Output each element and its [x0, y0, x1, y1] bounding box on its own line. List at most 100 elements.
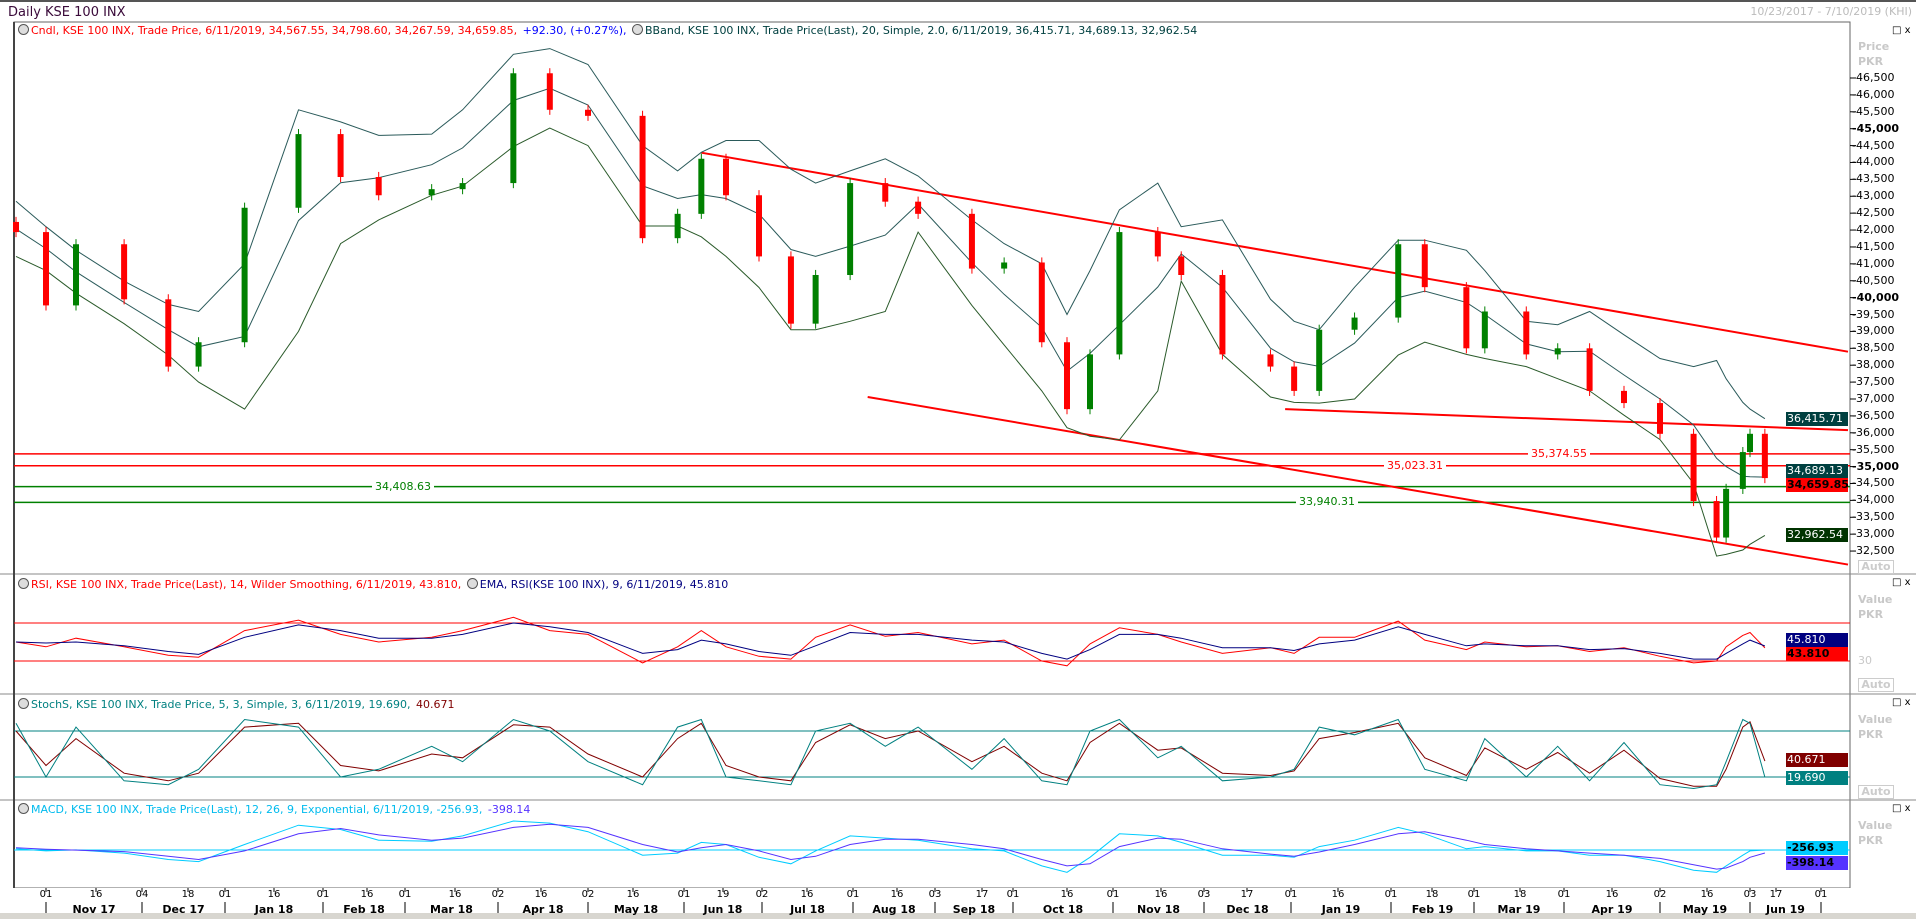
- close-icon[interactable]: x: [1904, 697, 1911, 708]
- rsi-axis-unit: PKR: [1858, 608, 1884, 621]
- y-tick-label: -35,000: [1852, 459, 1900, 473]
- pane-window-controls[interactable]: □ x: [1892, 803, 1911, 815]
- candle-body: [1267, 354, 1274, 367]
- candle-body: [1351, 317, 1358, 330]
- candle-body: [241, 207, 248, 343]
- close-icon[interactable]: x: [1904, 803, 1911, 814]
- y-tick-label: -35,500: [1852, 442, 1895, 456]
- clock-icon[interactable]: [466, 578, 478, 589]
- maximize-icon[interactable]: □: [1892, 577, 1902, 588]
- clock-icon[interactable]: [18, 24, 29, 35]
- close-icon[interactable]: x: [1904, 25, 1911, 36]
- y-tick-label: -38,500: [1852, 341, 1895, 355]
- stoch-legend: StochS, KSE 100 INX, Trade Price, 5, 3, …: [18, 698, 457, 711]
- value-tag: -256.93: [1786, 841, 1848, 855]
- candle-body: [1178, 256, 1185, 275]
- maximize-icon[interactable]: □: [1892, 803, 1902, 814]
- value-tag: 19.690: [1786, 771, 1848, 786]
- y-tick-label: -34,500: [1852, 476, 1895, 490]
- y-tick-label: -33,000: [1852, 527, 1895, 541]
- y-tick-label: -45,500: [1852, 104, 1895, 118]
- value-tag: 43.810: [1786, 646, 1848, 661]
- y-tick-label: -39,000: [1852, 324, 1895, 338]
- candle-body: [1395, 244, 1402, 318]
- stoch-d-legend-text: 40.671: [416, 698, 455, 711]
- stoch-axis-unit: PKR: [1858, 728, 1884, 741]
- x-tick-label: 01: [1384, 889, 1398, 900]
- month-label: Jan 19: [1321, 903, 1361, 916]
- auto-scale-button[interactable]: Auto: [1858, 560, 1894, 574]
- month-label: Mar 18: [430, 903, 473, 916]
- candle-body: [674, 213, 681, 239]
- level-label: 35,023.31: [1384, 458, 1446, 472]
- x-tick-label: 16: [448, 889, 462, 900]
- y-tick-label: -40,500: [1852, 273, 1895, 287]
- month-label: Feb 18: [343, 903, 385, 916]
- rsi-level-30: 30: [1858, 654, 1872, 667]
- y-tick-label: -37,000: [1852, 392, 1895, 405]
- y-tick-label: -43,000: [1852, 189, 1895, 203]
- price-axis-unit: PKR: [1858, 55, 1884, 68]
- candle-body: [1554, 348, 1561, 355]
- x-tick-label: 02: [755, 889, 769, 900]
- candle-body: [1481, 311, 1488, 349]
- trend-line: [701, 151, 1849, 353]
- value-tag: 36,415.71: [1786, 411, 1848, 426]
- month-label: Aug 18: [872, 903, 916, 916]
- title-bar: Daily KSE 100 INX 10/23/2017 - 7/10/2019…: [0, 0, 1916, 22]
- macd-legend: MACD, KSE 100 INX, Trade Price(Last), 12…: [18, 803, 532, 816]
- x-tick-label: 02: [491, 889, 505, 900]
- macd-axis-title: Value: [1858, 819, 1893, 832]
- x-tick-label: 18: [181, 889, 195, 900]
- candle-body: [195, 342, 202, 367]
- candle-body: [73, 244, 79, 306]
- rsi-ema-line: [15, 622, 1766, 660]
- maximize-icon[interactable]: □: [1892, 25, 1902, 36]
- value-tag: 34,689.13: [1786, 464, 1848, 479]
- x-tick-label: 01: [398, 889, 412, 900]
- clock-icon[interactable]: [18, 803, 29, 814]
- auto-scale-button[interactable]: Auto: [1858, 785, 1894, 799]
- month-label: Apr 18: [522, 903, 564, 916]
- month-label: Feb 19: [1411, 903, 1454, 916]
- x-tick-label: 16: [89, 889, 103, 900]
- x-tick-label: 18: [1513, 889, 1527, 900]
- candle-body: [375, 177, 382, 196]
- level-label: 33,940.31: [1296, 495, 1358, 509]
- maximize-icon[interactable]: □: [1892, 697, 1902, 708]
- auto-scale-button[interactable]: Auto: [1858, 678, 1894, 692]
- candle-body: [639, 115, 646, 239]
- close-icon[interactable]: x: [1904, 577, 1911, 588]
- x-tick-label: 16: [1060, 889, 1074, 900]
- trend-line: [867, 395, 1849, 566]
- macd-signal-line: [15, 823, 1766, 870]
- x-tick-label: 01: [677, 889, 691, 900]
- clock-icon[interactable]: [18, 698, 29, 709]
- clock-icon[interactable]: [18, 578, 29, 589]
- candle-body: [295, 134, 302, 208]
- clock-icon[interactable]: [632, 24, 644, 35]
- x-tick-label: 02: [581, 889, 595, 900]
- macd-axis-unit: PKR: [1858, 834, 1884, 847]
- x-tick-label: 01: [1106, 889, 1120, 900]
- pane-window-controls[interactable]: □ x: [1892, 577, 1911, 589]
- x-tick-label: 03: [928, 889, 942, 900]
- y-tick-label: -34,000: [1852, 493, 1895, 507]
- candle-body: [510, 73, 517, 184]
- scrollbar: [0, 913, 1916, 919]
- month-label: Sep 18: [952, 903, 996, 916]
- x-tick-label: 03: [1197, 889, 1211, 900]
- candle-legend: Cndl, KSE 100 INX, Trade Price, 6/11/201…: [31, 24, 518, 37]
- pane-window-controls[interactable]: □ x: [1892, 697, 1911, 709]
- month-label: Oct 18: [1042, 903, 1084, 916]
- candle-body: [1154, 232, 1161, 257]
- y-tick-label: -41,000: [1852, 256, 1895, 270]
- price-legend: Cndl, KSE 100 INX, Trade Price, 6/11/201…: [18, 24, 1199, 37]
- month-label: Jun 18: [703, 903, 743, 916]
- pane-window-controls[interactable]: □ x: [1892, 25, 1911, 37]
- candle-body: [585, 109, 591, 116]
- value-tag: 32,962.54: [1786, 528, 1848, 543]
- stoch-d-line: [15, 721, 1766, 787]
- macd-legend-text: MACD, KSE 100 INX, Trade Price(Last), 12…: [31, 803, 483, 816]
